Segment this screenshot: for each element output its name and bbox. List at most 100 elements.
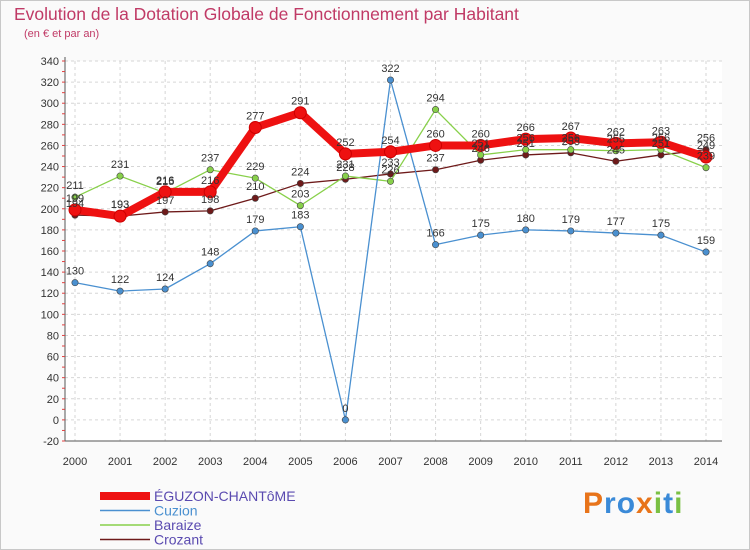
x-tick-label: 2004 bbox=[243, 456, 267, 468]
legend-label: Cuzion bbox=[154, 503, 198, 519]
data-label: 216 bbox=[156, 175, 174, 187]
y-tick-label: 20 bbox=[47, 394, 59, 406]
data-label: 294 bbox=[426, 93, 444, 105]
data-point-baraize bbox=[702, 164, 710, 172]
x-tick-label: 2000 bbox=[63, 456, 87, 468]
data-label: 262 bbox=[607, 126, 625, 138]
y-tick-label: 260 bbox=[41, 140, 59, 152]
data-label: 122 bbox=[111, 274, 129, 286]
data-label: 246 bbox=[471, 143, 489, 155]
x-tick-label: 2008 bbox=[423, 456, 447, 468]
data-point-baraize bbox=[522, 146, 530, 154]
data-point-cuzion bbox=[522, 226, 530, 234]
data-point--guzon-chant-me bbox=[68, 203, 82, 217]
data-point-crozant bbox=[432, 166, 440, 174]
grid bbox=[65, 60, 722, 442]
data-label: 267 bbox=[562, 121, 580, 133]
data-point-crozant bbox=[612, 157, 620, 165]
x-tick-label: 2011 bbox=[559, 456, 583, 468]
data-point-crozant bbox=[251, 194, 259, 202]
logo-letter: r bbox=[604, 487, 617, 520]
x-tick-label: 2007 bbox=[378, 456, 402, 468]
y-tick-label: 240 bbox=[41, 162, 59, 174]
data-label: 249 bbox=[697, 140, 715, 152]
data-point-cuzion bbox=[251, 227, 259, 235]
logo-letter: i bbox=[653, 487, 664, 520]
data-point--guzon-chant-me bbox=[158, 185, 172, 199]
data-label: 228 bbox=[336, 162, 354, 174]
data-point-cuzion bbox=[206, 260, 214, 268]
y-tick-label: 200 bbox=[41, 204, 59, 216]
data-label: 197 bbox=[156, 195, 174, 207]
data-label: 253 bbox=[562, 136, 580, 148]
data-label: 277 bbox=[246, 111, 264, 123]
data-label: 210 bbox=[246, 181, 264, 193]
chart-title: Evolution de la Dotation Globale de Fonc… bbox=[14, 4, 519, 24]
data-point--guzon-chant-me bbox=[203, 185, 217, 199]
data-label: 199 bbox=[66, 193, 84, 205]
data-label: 256 bbox=[517, 133, 535, 145]
axes: -200204060801001201401601802002202402602… bbox=[41, 56, 722, 468]
x-tick-label: 2009 bbox=[468, 456, 492, 468]
y-tick-label: 160 bbox=[41, 246, 59, 258]
data-label: 166 bbox=[426, 228, 444, 240]
x-tick-label: 2003 bbox=[198, 456, 222, 468]
proxiti-logo: Proxiti bbox=[583, 487, 683, 521]
x-tick-label: 2012 bbox=[604, 456, 628, 468]
data-point-cuzion bbox=[567, 227, 575, 235]
data-label: 256 bbox=[697, 133, 715, 145]
data-label: 245 bbox=[607, 144, 625, 156]
data-point-cuzion bbox=[612, 229, 620, 237]
x-tick-label: 2006 bbox=[333, 456, 357, 468]
y-tick-label: 220 bbox=[41, 183, 59, 195]
data-label: 159 bbox=[697, 235, 715, 247]
data-point-crozant bbox=[386, 170, 394, 178]
x-tick-label: 2002 bbox=[153, 456, 177, 468]
y-tick-label: 100 bbox=[41, 309, 59, 321]
data-label: 251 bbox=[471, 138, 489, 150]
data-point-baraize bbox=[116, 172, 124, 180]
data-label: 124 bbox=[156, 272, 174, 284]
data-label: 183 bbox=[291, 210, 309, 222]
data-point-cuzion bbox=[386, 76, 394, 84]
data-point-baraize bbox=[341, 172, 349, 180]
data-label: 251 bbox=[517, 138, 535, 150]
logo-letter: i bbox=[674, 487, 684, 520]
data-point-baraize bbox=[567, 146, 575, 154]
data-label: 237 bbox=[426, 153, 444, 165]
data-label: 179 bbox=[246, 214, 264, 226]
y-tick-label: 80 bbox=[47, 330, 59, 342]
y-tick-label: -20 bbox=[43, 436, 59, 448]
data-point-baraize bbox=[296, 202, 304, 210]
x-tick-label: 2014 bbox=[694, 456, 718, 468]
data-label: 260 bbox=[471, 128, 489, 140]
y-tick-label: 40 bbox=[47, 373, 59, 385]
data-label: 229 bbox=[246, 161, 264, 173]
data-label: 198 bbox=[201, 194, 219, 206]
y-tick-label: 300 bbox=[41, 98, 59, 110]
data-point--guzon-chant-me bbox=[113, 209, 127, 223]
legend-label: ÉGUZON-CHANTôME bbox=[154, 488, 296, 504]
chart-subtitle: (en € et par an) bbox=[24, 28, 100, 40]
data-label: 175 bbox=[471, 218, 489, 230]
data-point--guzon-chant-me bbox=[293, 106, 307, 120]
data-label: 224 bbox=[291, 166, 309, 178]
data-label: 256 bbox=[652, 133, 670, 145]
x-tick-label: 2013 bbox=[649, 456, 673, 468]
data-label: 291 bbox=[291, 96, 309, 108]
y-tick-label: 180 bbox=[41, 225, 59, 237]
data-label: 266 bbox=[517, 122, 535, 134]
data-point-cuzion bbox=[161, 285, 169, 293]
y-tick-label: 0 bbox=[53, 415, 59, 427]
data-point-cuzion bbox=[116, 287, 124, 295]
y-tick-label: 120 bbox=[41, 288, 59, 300]
data-point--guzon-chant-me bbox=[248, 121, 262, 134]
logo-letter: o bbox=[616, 487, 637, 520]
data-point-cuzion bbox=[71, 279, 79, 287]
data-point--guzon-chant-me bbox=[429, 138, 443, 152]
data-label: 193 bbox=[111, 199, 129, 211]
data-point-cuzion bbox=[341, 416, 349, 424]
data-point-cuzion bbox=[657, 231, 665, 239]
